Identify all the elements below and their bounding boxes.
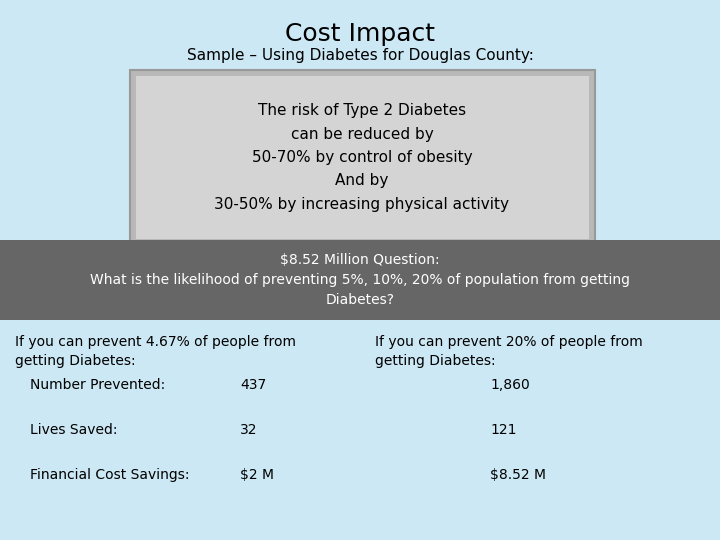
Text: 32: 32 bbox=[240, 423, 258, 437]
Text: If you can prevent 4.67% of people from
getting Diabetes:: If you can prevent 4.67% of people from … bbox=[15, 335, 296, 368]
Text: Financial Cost Savings:: Financial Cost Savings: bbox=[30, 468, 189, 482]
Text: 1,860: 1,860 bbox=[490, 378, 530, 392]
Text: 121: 121 bbox=[490, 423, 516, 437]
Text: Cost Impact: Cost Impact bbox=[285, 22, 435, 46]
FancyBboxPatch shape bbox=[0, 240, 720, 320]
Text: $2 M: $2 M bbox=[240, 468, 274, 482]
Text: 437: 437 bbox=[240, 378, 266, 392]
Text: $8.52 Million Question:
What is the likelihood of preventing 5%, 10%, 20% of pop: $8.52 Million Question: What is the like… bbox=[90, 253, 630, 307]
FancyBboxPatch shape bbox=[136, 76, 589, 239]
Text: $8.52 M: $8.52 M bbox=[490, 468, 546, 482]
Text: If you can prevent 20% of people from
getting Diabetes:: If you can prevent 20% of people from ge… bbox=[375, 335, 643, 368]
Text: Number Prevented:: Number Prevented: bbox=[30, 378, 166, 392]
Text: The risk of Type 2 Diabetes
can be reduced by
50-70% by control of obesity
And b: The risk of Type 2 Diabetes can be reduc… bbox=[215, 103, 510, 212]
Text: Sample – Using Diabetes for Douglas County:: Sample – Using Diabetes for Douglas Coun… bbox=[186, 48, 534, 63]
Text: Lives Saved:: Lives Saved: bbox=[30, 423, 117, 437]
FancyBboxPatch shape bbox=[130, 70, 595, 245]
